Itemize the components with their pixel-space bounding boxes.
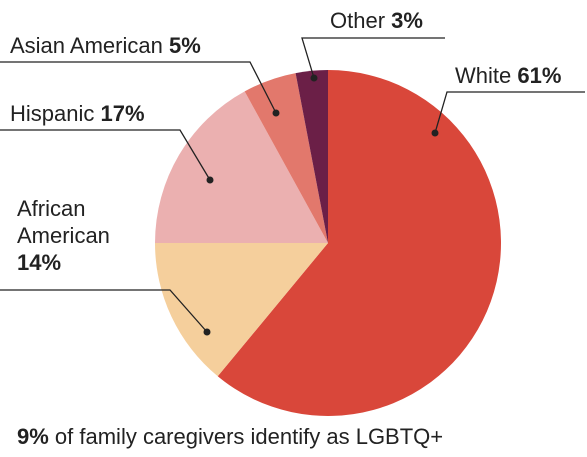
category-name: Other: [330, 8, 386, 33]
pie-slice: [155, 91, 328, 243]
pie-slice: [295, 70, 328, 243]
pie-slice: [244, 73, 328, 244]
value-label: 3%: [391, 8, 423, 33]
annotation: 9% of family caregivers identify as LGBT…: [17, 424, 443, 450]
category-name: African American: [17, 196, 110, 248]
category-name: Hispanic: [10, 101, 95, 126]
leader-line: [434, 91, 585, 134]
leader-line: [301, 37, 445, 79]
annotation-text: of family caregivers identify as LGBTQ+: [54, 424, 444, 449]
value-label: 61%: [517, 63, 562, 88]
leader-dot: [431, 129, 439, 137]
slice-label: White 61%: [455, 62, 561, 89]
value-label: 5%: [168, 33, 201, 58]
value-label: 14%: [17, 250, 62, 275]
leader-dot: [310, 74, 318, 82]
slice-label: Other 3%: [330, 7, 423, 34]
slice-label: Hispanic 17%: [10, 100, 145, 127]
annotation-highlight: 9%: [17, 424, 49, 449]
category-name: Asian American: [10, 33, 163, 58]
slice-label: Asian American 5%: [10, 32, 201, 59]
leader-dot: [206, 176, 214, 184]
leader-dot: [272, 109, 280, 117]
leader-line: [0, 61, 277, 114]
pie-slice: [217, 70, 501, 417]
leader-line: [0, 129, 211, 181]
slices: [155, 70, 501, 417]
leader-dot: [203, 328, 211, 336]
slice-label: African American 14%: [17, 195, 147, 276]
value-label: 17%: [100, 101, 145, 126]
leader-line: [0, 289, 208, 333]
leader-lines: [0, 37, 585, 336]
category-name: White: [455, 63, 512, 88]
pie-slice: [155, 243, 328, 377]
